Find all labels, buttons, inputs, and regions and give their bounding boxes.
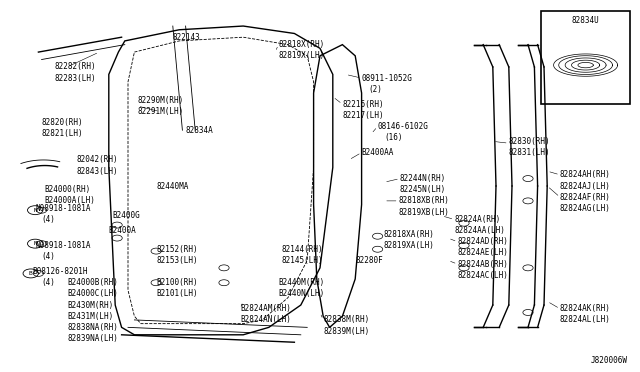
Text: B2400G: B2400G xyxy=(112,211,140,220)
Text: 82217(LH): 82217(LH) xyxy=(342,111,384,120)
Text: B2440N(LH): B2440N(LH) xyxy=(278,289,324,298)
Text: (4): (4) xyxy=(42,278,56,287)
Text: 82820(RH): 82820(RH) xyxy=(42,118,83,127)
Text: 82819XA(LH): 82819XA(LH) xyxy=(384,241,435,250)
Text: (4): (4) xyxy=(42,252,56,261)
Text: B24000(RH): B24000(RH) xyxy=(45,185,91,194)
Text: 82824AC(LH): 82824AC(LH) xyxy=(458,271,508,280)
Text: 82283(LH): 82283(LH) xyxy=(54,74,96,83)
Text: B2400AA: B2400AA xyxy=(362,148,394,157)
Text: B2431M(LH): B2431M(LH) xyxy=(67,312,113,321)
Text: B2824AM(RH): B2824AM(RH) xyxy=(240,304,291,313)
Text: B2100(RH): B2100(RH) xyxy=(157,278,198,287)
Text: (2): (2) xyxy=(368,85,382,94)
Text: 82290M(RH): 82290M(RH) xyxy=(138,96,184,105)
Text: 82834U: 82834U xyxy=(572,16,600,25)
Text: 82824AD(RH): 82824AD(RH) xyxy=(458,237,508,246)
Text: B: B xyxy=(29,271,33,276)
Text: 82821(LH): 82821(LH) xyxy=(42,129,83,138)
Text: 08911-1052G: 08911-1052G xyxy=(362,74,412,83)
Text: 822143: 822143 xyxy=(173,33,200,42)
Text: 08146-6102G: 08146-6102G xyxy=(378,122,428,131)
Text: 82824AF(RH): 82824AF(RH) xyxy=(560,193,611,202)
Text: 82834A: 82834A xyxy=(186,126,213,135)
Bar xyxy=(541,11,630,104)
Text: 82216(RH): 82216(RH) xyxy=(342,100,384,109)
Text: 82152(RH): 82152(RH) xyxy=(157,245,198,254)
Text: B2101(LH): B2101(LH) xyxy=(157,289,198,298)
Text: B2824AN(LH): B2824AN(LH) xyxy=(240,315,291,324)
Text: 82838M(RH): 82838M(RH) xyxy=(323,315,369,324)
Text: (4): (4) xyxy=(42,215,56,224)
Text: 82818XA(RH): 82818XA(RH) xyxy=(384,230,435,239)
Text: 82819XB(LH): 82819XB(LH) xyxy=(399,208,449,217)
Text: 82282(RH): 82282(RH) xyxy=(54,62,96,71)
Text: 82818XB(RH): 82818XB(RH) xyxy=(399,196,449,205)
Text: B2440M(RH): B2440M(RH) xyxy=(278,278,324,287)
Text: 82145(LH): 82145(LH) xyxy=(282,256,323,265)
Text: 82824AH(RH): 82824AH(RH) xyxy=(560,170,611,179)
Text: 82824AG(LH): 82824AG(LH) xyxy=(560,204,611,213)
Text: 82838NA(RH): 82838NA(RH) xyxy=(67,323,118,332)
Text: 82291M(LH): 82291M(LH) xyxy=(138,107,184,116)
Text: B24000A(LH): B24000A(LH) xyxy=(45,196,95,205)
Text: 82824A(RH): 82824A(RH) xyxy=(454,215,500,224)
Text: N08918-1081A: N08918-1081A xyxy=(35,204,91,213)
Text: (16): (16) xyxy=(384,133,403,142)
Text: B24000B(RH): B24000B(RH) xyxy=(67,278,118,287)
Text: N: N xyxy=(33,208,37,213)
Text: 82824AE(LH): 82824AE(LH) xyxy=(458,248,508,257)
Text: 82831(LH): 82831(LH) xyxy=(509,148,550,157)
Text: 82843(LH): 82843(LH) xyxy=(77,167,118,176)
Text: B24000C(LH): B24000C(LH) xyxy=(67,289,118,298)
Text: 82824AB(RH): 82824AB(RH) xyxy=(458,260,508,269)
Text: 82839NA(LH): 82839NA(LH) xyxy=(67,334,118,343)
Text: 82824AL(LH): 82824AL(LH) xyxy=(560,315,611,324)
Text: 82153(LH): 82153(LH) xyxy=(157,256,198,265)
Text: N08918-1081A: N08918-1081A xyxy=(35,241,91,250)
Text: 82819X(LH): 82819X(LH) xyxy=(278,51,324,60)
Text: 82818X(RH): 82818X(RH) xyxy=(278,40,324,49)
Text: J820006W: J820006W xyxy=(590,356,627,365)
Text: 82244N(RH): 82244N(RH) xyxy=(400,174,446,183)
Text: 82280F: 82280F xyxy=(355,256,383,265)
Text: 82830(RH): 82830(RH) xyxy=(509,137,550,146)
Text: B2400A: B2400A xyxy=(109,226,136,235)
Text: N: N xyxy=(33,241,37,246)
Text: 82824AA(LH): 82824AA(LH) xyxy=(454,226,505,235)
Text: B08126-8201H: B08126-8201H xyxy=(32,267,88,276)
Text: 82245N(LH): 82245N(LH) xyxy=(400,185,446,194)
Text: 82824AK(RH): 82824AK(RH) xyxy=(560,304,611,313)
Text: 82824AJ(LH): 82824AJ(LH) xyxy=(560,182,611,190)
Text: 82042(RH): 82042(RH) xyxy=(77,155,118,164)
Text: B2430M(RH): B2430M(RH) xyxy=(67,301,113,310)
Text: 82839M(LH): 82839M(LH) xyxy=(323,327,369,336)
Text: 82144(RH): 82144(RH) xyxy=(282,245,323,254)
Text: 82440MA: 82440MA xyxy=(157,182,189,190)
